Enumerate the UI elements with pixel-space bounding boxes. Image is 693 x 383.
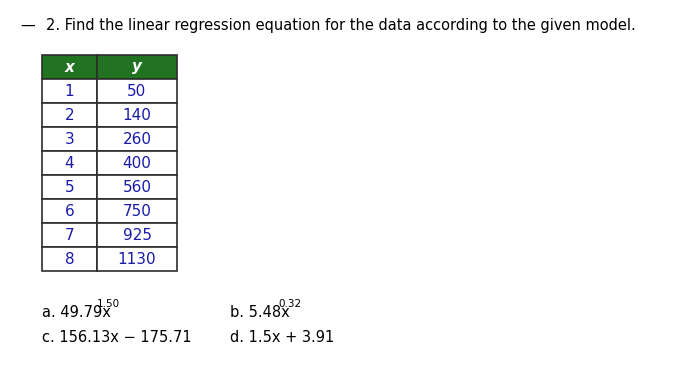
Text: y: y xyxy=(132,59,142,75)
Bar xyxy=(97,175,177,199)
Text: 400: 400 xyxy=(123,155,152,170)
Text: 3: 3 xyxy=(64,131,74,147)
Text: 1.50: 1.50 xyxy=(97,299,120,309)
Text: 260: 260 xyxy=(123,131,152,147)
Bar xyxy=(97,79,177,103)
Bar xyxy=(97,55,177,79)
Bar xyxy=(42,199,97,223)
Text: 1: 1 xyxy=(64,83,74,98)
Bar xyxy=(42,175,97,199)
Bar xyxy=(97,151,177,175)
Text: 2: 2 xyxy=(64,108,74,123)
Bar xyxy=(42,151,97,175)
Bar xyxy=(97,223,177,247)
Text: 1130: 1130 xyxy=(118,252,157,267)
Text: 925: 925 xyxy=(123,228,152,242)
Bar xyxy=(97,127,177,151)
Bar xyxy=(97,199,177,223)
Text: 750: 750 xyxy=(123,203,152,218)
Bar xyxy=(42,103,97,127)
Text: 140: 140 xyxy=(123,108,152,123)
Bar xyxy=(97,103,177,127)
Text: 6: 6 xyxy=(64,203,74,218)
Bar xyxy=(97,247,177,271)
Text: —: — xyxy=(20,18,35,33)
Text: b. 5.48x: b. 5.48x xyxy=(230,305,290,320)
Bar xyxy=(42,247,97,271)
Bar xyxy=(42,79,97,103)
Text: 7: 7 xyxy=(64,228,74,242)
Text: 8: 8 xyxy=(64,252,74,267)
Text: c. 156.13x − 175.71: c. 156.13x − 175.71 xyxy=(42,330,192,345)
Text: 560: 560 xyxy=(123,180,152,195)
Text: d. 1.5x + 3.91: d. 1.5x + 3.91 xyxy=(230,330,334,345)
Text: x: x xyxy=(64,59,74,75)
Text: 4: 4 xyxy=(64,155,74,170)
Bar xyxy=(42,223,97,247)
Bar xyxy=(42,127,97,151)
Text: a. 49.79x: a. 49.79x xyxy=(42,305,111,320)
Text: 0.32: 0.32 xyxy=(279,299,302,309)
Text: 50: 50 xyxy=(128,83,147,98)
Bar xyxy=(42,55,97,79)
Text: 5: 5 xyxy=(64,180,74,195)
Text: 2. Find the linear regression equation for the data according to the given model: 2. Find the linear regression equation f… xyxy=(46,18,635,33)
